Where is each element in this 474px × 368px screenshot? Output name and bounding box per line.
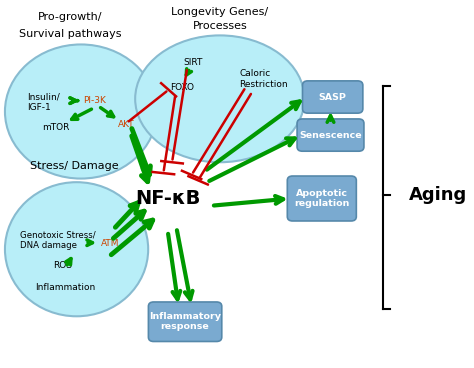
Text: mTOR: mTOR	[42, 123, 69, 132]
FancyBboxPatch shape	[148, 302, 222, 342]
Text: Inflammation: Inflammation	[36, 283, 96, 292]
Text: Pro-growth/: Pro-growth/	[38, 12, 102, 22]
Ellipse shape	[5, 45, 157, 178]
Ellipse shape	[135, 35, 304, 162]
Text: Stress/ Damage: Stress/ Damage	[30, 161, 118, 171]
Text: FOXO: FOXO	[170, 84, 194, 92]
Text: Apoptotic
regulation: Apoptotic regulation	[294, 189, 349, 208]
Text: Insulin/
IGF-1: Insulin/ IGF-1	[27, 93, 59, 112]
Text: Longevity Genes/: Longevity Genes/	[171, 7, 268, 17]
Text: Senescence: Senescence	[299, 131, 362, 139]
Text: Aging: Aging	[409, 186, 467, 204]
Ellipse shape	[5, 182, 148, 316]
Text: NF-κB: NF-κB	[135, 189, 201, 208]
Text: Genotoxic Stress/
DNA damage: Genotoxic Stress/ DNA damage	[20, 230, 96, 250]
Text: PI-3K: PI-3K	[83, 96, 106, 105]
Text: Processes: Processes	[192, 21, 247, 31]
Text: AKT: AKT	[118, 120, 135, 129]
Text: Inflammatory
response: Inflammatory response	[149, 312, 221, 332]
Text: ROS: ROS	[53, 261, 72, 270]
FancyBboxPatch shape	[302, 81, 363, 113]
FancyBboxPatch shape	[287, 176, 356, 221]
FancyBboxPatch shape	[297, 119, 364, 151]
Text: ATM: ATM	[100, 239, 119, 248]
Text: SIRT: SIRT	[183, 58, 202, 67]
Text: SASP: SASP	[319, 92, 346, 102]
Text: Caloric
Restriction: Caloric Restriction	[239, 69, 288, 89]
Text: Survival pathways: Survival pathways	[19, 29, 121, 39]
